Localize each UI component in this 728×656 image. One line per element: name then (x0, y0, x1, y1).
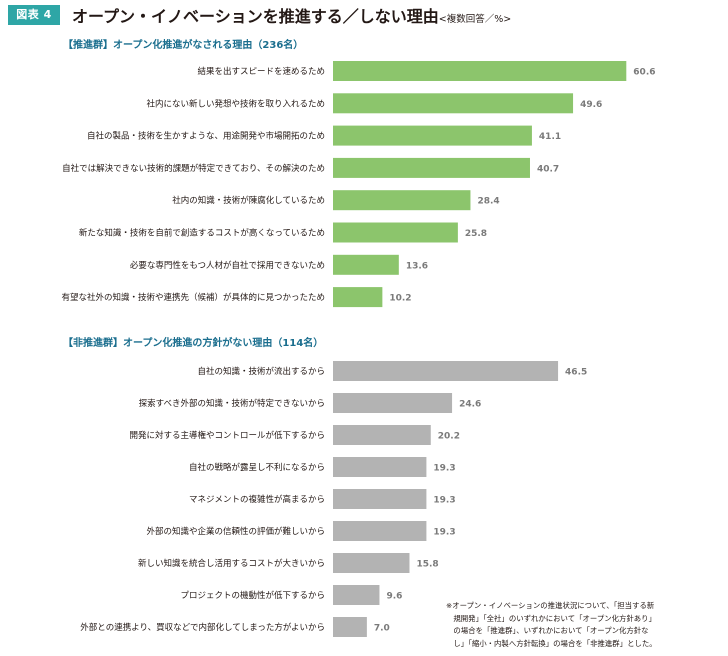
figure-title-text: オープン・イノベーションを推進する／しない理由 (72, 7, 439, 26)
category-label-non-promote: 開発に対する主導権やコントロールが低下するから (129, 430, 325, 441)
figure-title: オープン・イノベーションを推進する／しない理由<複数回答／%> (72, 3, 511, 27)
footnote: ※オープン・イノベーションの推進状況について、「担当する新 規開発」「全社」のい… (446, 600, 728, 650)
category-label-non-promote: 外部との連携より、買収などで内部化してしまった方がよいから (80, 622, 325, 633)
bar-non-promote (333, 361, 559, 381)
bar-non-promote (333, 585, 380, 605)
bar-non-promote (333, 489, 427, 509)
bar-promote (333, 61, 627, 81)
footnote-line: の場合を「推進群」、いずれかにおいて「オープン化方針な (446, 626, 649, 635)
value-label-non-promote: 19.3 (433, 528, 455, 538)
bar-non-promote (333, 457, 427, 477)
bar-non-promote (333, 425, 431, 445)
category-label-promote: 社内にない新しい発想や技術を取り入れるため (146, 98, 325, 109)
footnote-line: 規開発」「全社」のいずれかにおいて「オープン化方針あり」 (446, 613, 656, 623)
value-label-promote: 13.6 (406, 261, 428, 271)
category-label-promote: 自社の製品・技術を生かすような、用途開発や市場開拓のため (87, 131, 325, 142)
section-heading-non-promote: 【非推進群】オープン化推進の方針がない理由（114名） (63, 338, 324, 349)
value-label-non-promote: 19.3 (433, 496, 455, 506)
value-label-promote: 41.1 (539, 132, 561, 142)
category-label-promote: 結果を出すスピードを速めるため (197, 66, 325, 77)
bar-promote (333, 222, 458, 243)
value-label-promote: 28.4 (477, 197, 499, 207)
value-label-promote: 10.2 (389, 294, 411, 304)
category-label-promote: 必要な専門性をもつ人材が自社で採用できないため (130, 260, 325, 271)
bar-promote (333, 125, 532, 146)
value-label-non-promote: 24.6 (459, 400, 481, 410)
section-heading-promote: 【推進群】オープン化推進がなされる理由（236名） (63, 40, 304, 51)
bar-non-promote (333, 553, 410, 573)
value-label-non-promote: 46.5 (565, 368, 587, 378)
bar-non-promote (333, 617, 367, 637)
value-label-promote: 49.6 (580, 100, 602, 110)
category-label-non-promote: プロジェクトの機動性が低下するから (180, 590, 325, 601)
category-label-non-promote: 外部の知識や企業の信頼性の評価が難しいから (146, 526, 325, 537)
category-label-non-promote: 探索すべき外部の知識・技術が特定できないから (139, 398, 325, 409)
category-label-non-promote: 自社の知識・技術が流出するから (197, 366, 325, 377)
value-label-non-promote: 19.3 (433, 464, 455, 474)
footnote-line: し」「縮小・内製へ方針転換」の場合を「非推進群」とした。 (446, 638, 657, 648)
bar-promote (333, 190, 471, 211)
figure-badge: 図表 4 (8, 5, 60, 25)
value-label-promote: 60.6 (633, 68, 655, 78)
value-label-non-promote: 20.2 (438, 432, 460, 442)
category-label-promote: 有望な社外の知識・技術や連携先（候補）が具体的に見つかったため (61, 292, 325, 303)
bar-promote (333, 93, 574, 114)
value-label-non-promote: 9.6 (386, 592, 402, 602)
figure-title-suffix: <複数回答／%> (438, 14, 512, 25)
value-label-promote: 40.7 (537, 164, 559, 174)
bar-promote (333, 254, 399, 275)
footnote-line: ※オープン・イノベーションの推進状況について、「担当する新 (446, 601, 655, 610)
category-label-promote: 自社では解決できない技術的課題が特定できており、その解決のため (62, 163, 325, 174)
category-label-non-promote: 新しい知識を統合し活用するコストが大きいから (138, 558, 325, 569)
value-label-non-promote: 7.0 (374, 624, 390, 634)
category-label-promote: 新たな知識・技術を自前で創造するコストが高くなっているため (79, 228, 325, 239)
category-label-non-promote: マネジメントの複雑性が高まるから (189, 494, 325, 505)
bar-promote (333, 157, 530, 178)
value-label-non-promote: 15.8 (416, 560, 438, 570)
bar-non-promote (333, 393, 453, 413)
bar-promote (333, 287, 383, 308)
bar-non-promote (333, 521, 427, 541)
value-label-promote: 25.8 (465, 229, 487, 239)
category-label-non-promote: 自社の戦略が露呈し不利になるから (189, 462, 325, 473)
category-label-promote: 社内の知識・技術が陳腐化しているため (172, 195, 325, 206)
